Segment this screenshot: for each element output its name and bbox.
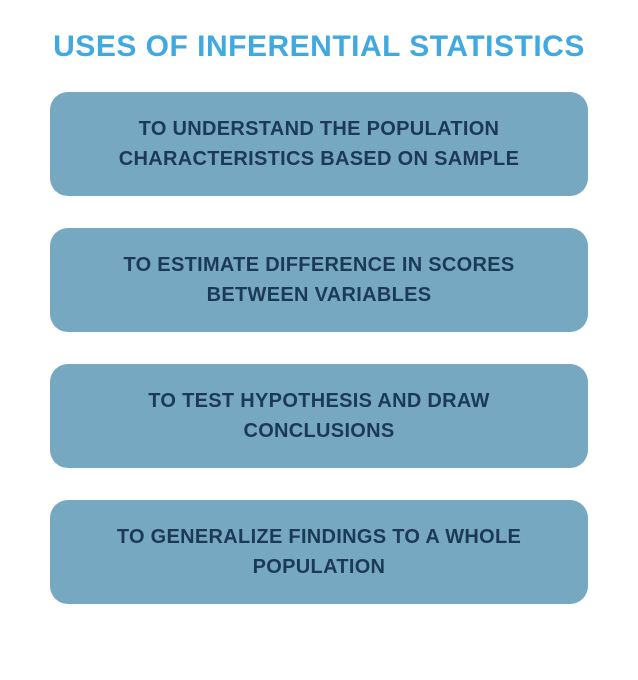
info-box: TO GENERALIZE FINDINGS TO A WHOLE POPULA… [50,500,588,604]
infographic-boxes: TO UNDERSTAND THE POPULATION CHARACTERIS… [50,92,588,604]
infographic-title: USES OF INFERENTIAL STATISTICS [50,30,588,64]
info-box: TO ESTIMATE DIFFERENCE IN SCORES BETWEEN… [50,228,588,332]
info-box: TO TEST HYPOTHESIS AND DRAW CONCLUSIONS [50,364,588,468]
info-box: TO UNDERSTAND THE POPULATION CHARACTERIS… [50,92,588,196]
